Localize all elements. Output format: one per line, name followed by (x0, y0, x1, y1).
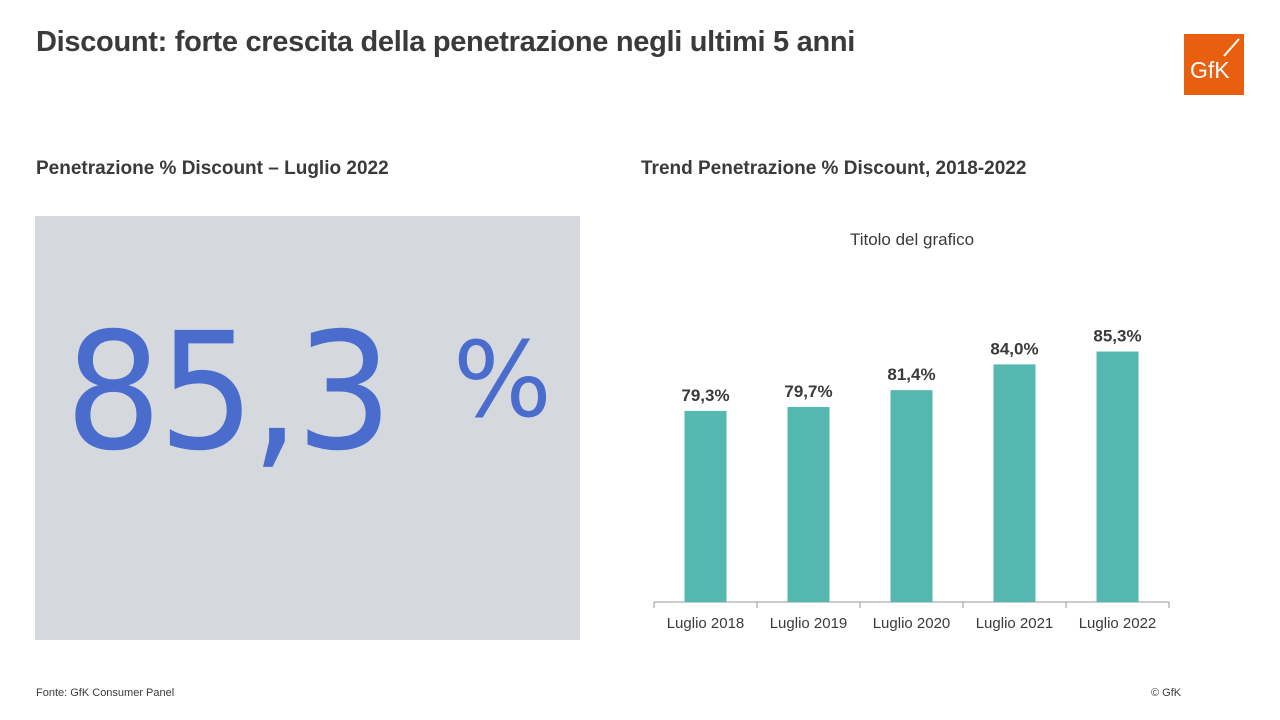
x-tick-label: Luglio 2021 (976, 615, 1054, 632)
page-title: Discount: forte crescita della penetrazi… (36, 26, 856, 58)
data-label: 81,4% (887, 365, 935, 384)
bar (1096, 351, 1139, 602)
x-tick-label: Luglio 2020 (873, 615, 951, 632)
gfk-logo: GfK (1184, 34, 1244, 95)
x-tick-label: Luglio 2022 (1079, 615, 1157, 632)
source-note: Fonte: GfK Consumer Panel (36, 687, 175, 699)
data-label: 79,7% (784, 382, 832, 401)
kpi-value: 85,3 (65, 299, 393, 487)
bar (684, 410, 727, 602)
data-label: 85,3% (1093, 327, 1141, 346)
data-label: 79,3% (681, 386, 729, 405)
copyright-note: © GfK (1151, 687, 1182, 699)
chart-title: Titolo del grafico (850, 230, 974, 249)
bar (993, 364, 1036, 602)
data-label: 84,0% (990, 339, 1038, 358)
gfk-logo-slash (1223, 38, 1240, 57)
bar (890, 390, 933, 602)
kpi-subtitle: Penetrazione % Discount – Luglio 2022 (36, 158, 389, 179)
kpi-panel: 85,3 % (35, 216, 580, 640)
bar (787, 406, 830, 602)
x-tick-label: Luglio 2019 (770, 615, 848, 632)
kpi-percent-sign: % (453, 319, 552, 441)
gfk-logo-text: GfK (1190, 57, 1230, 83)
x-tick-label: Luglio 2018 (667, 615, 745, 632)
trend-subtitle: Trend Penetrazione % Discount, 2018-2022 (641, 158, 1027, 179)
